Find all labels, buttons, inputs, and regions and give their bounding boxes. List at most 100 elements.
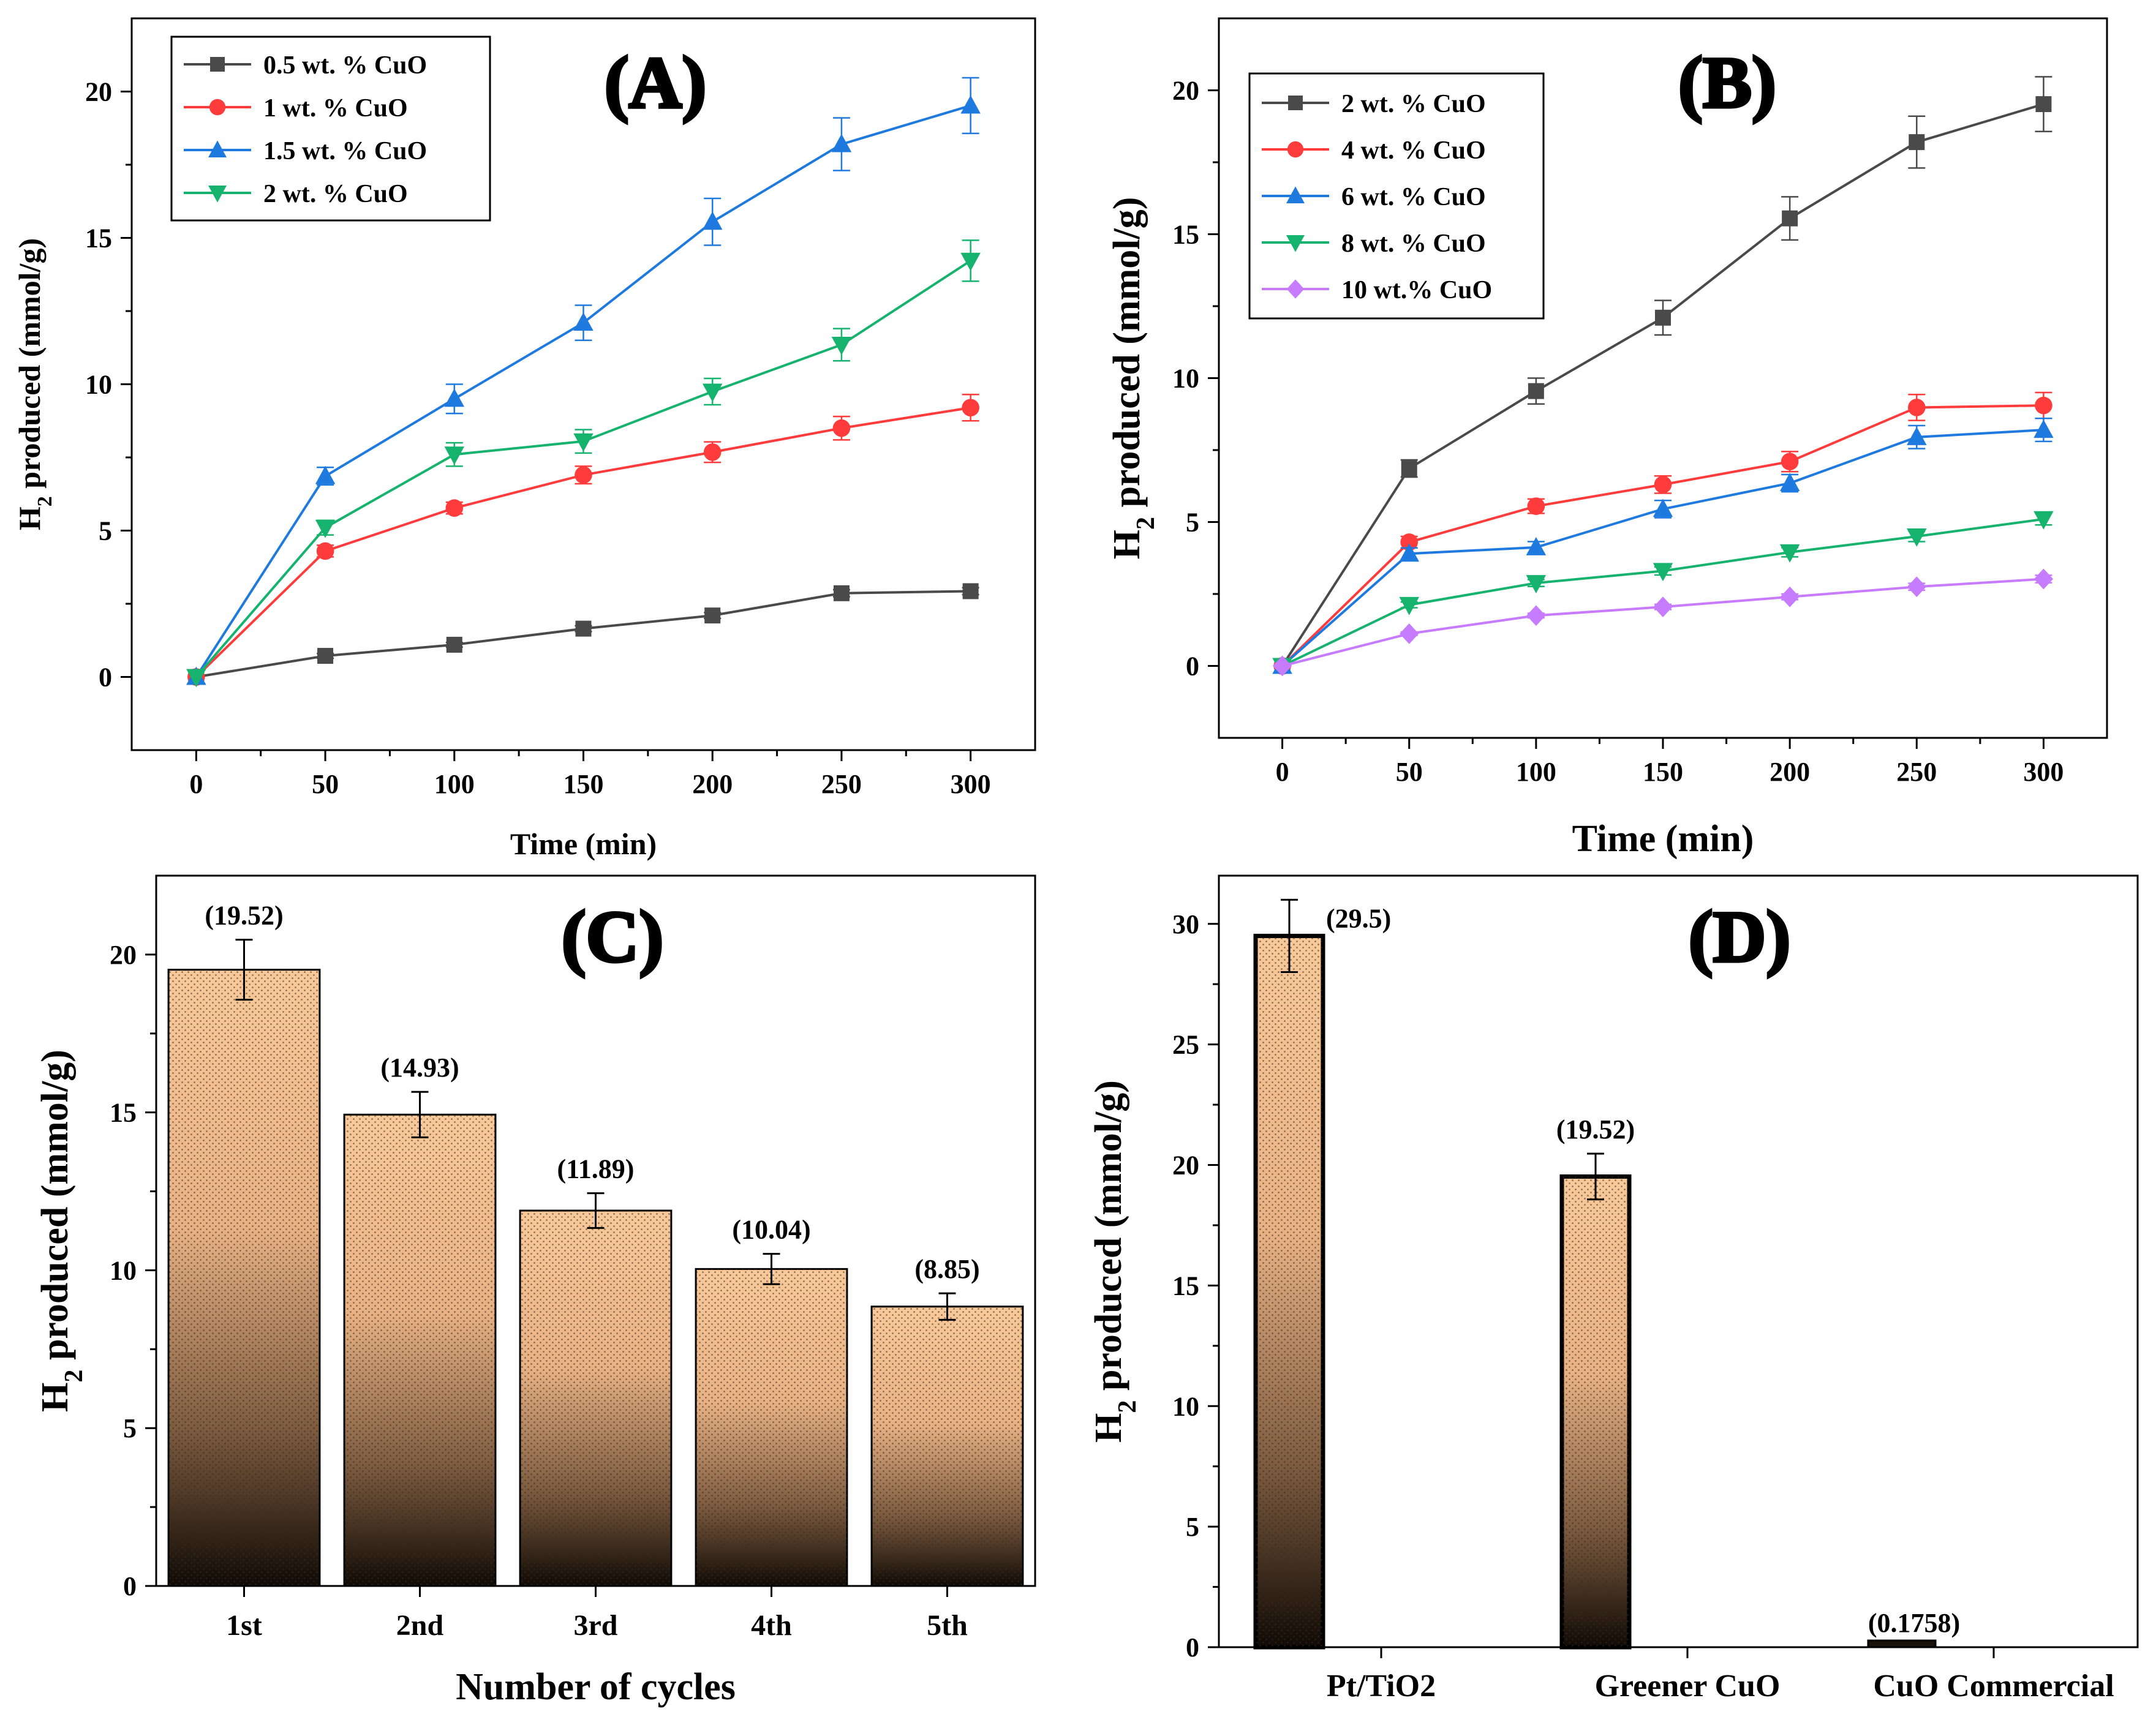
data-point [1401,460,1417,477]
data-point [1399,596,1419,615]
data-label: (10.04) [732,1215,810,1245]
data-label: (0.1758) [1868,1608,1960,1638]
y-axis-label-main: H [1088,1413,1129,1443]
data-point [444,388,465,407]
data-point [703,443,722,461]
panel-label: (D) [1689,896,1791,977]
legend-entry: 1 wt. % CuO [263,94,408,122]
y-tick-label: 0 [123,1571,137,1601]
data-label: (19.52) [205,901,283,931]
y-tick-label: 5 [99,516,112,546]
legend-marker [209,99,226,116]
x-tick-label: Greener CuO [1595,1669,1781,1704]
y-tick-label: 20 [1172,1151,1199,1181]
y-tick-label: 10 [1172,1391,1199,1421]
data-point [186,669,206,688]
data-point [1400,623,1419,644]
legend-marker [208,140,227,157]
series-line [1281,517,2044,667]
data-point [704,607,721,624]
legend-marker [210,57,225,72]
data-label: (19.52) [1556,1114,1635,1144]
y-tick-label: 0 [1186,1632,1199,1663]
panel-b-chart: 0 50 100 150 200 250 300 0 5 10 15 20 2 wt. % CuO 4 w… [1106,17,2108,860]
data-point [2034,511,2054,530]
x-tick-label: 50 [312,769,339,799]
data-point [833,585,850,601]
bar-group-5: (8.85) [870,1254,1024,1587]
y-axis-label-rest: produced (mmol/g) [12,238,47,496]
y-axis-label-main: H [12,506,47,530]
y-tick-label: 15 [1172,1271,1199,1301]
data-point [2034,419,2054,438]
x-tick-label: 0 [189,769,203,799]
data-point [1272,655,1292,677]
legend-marker [1286,279,1305,299]
x-tick-label: 50 [1396,757,1423,787]
legend-entry: 1.5 wt. % CuO [263,137,427,165]
data-label: (14.93) [380,1053,459,1083]
axes-frame [1218,874,2139,1648]
y-tick-label: 0 [99,663,112,693]
x-tick-label: 250 [1896,757,1937,787]
data-label: (29.5) [1326,903,1391,933]
y-axis-label-main: H [34,1383,76,1412]
y-tick-label: 20 [110,940,137,970]
legend-entry: 0.5 wt. % CuO [263,51,427,80]
x-tick-label: 3rd [574,1609,618,1642]
y-tick-label: 30 [1172,909,1199,939]
y-axis-label-main: H [1106,530,1148,559]
data-point [1653,596,1673,618]
x-axis-label: Time (min) [510,827,657,861]
bar-group-2: (14.93) [343,1053,497,1587]
panel-label: (A) [605,42,707,123]
legend-marker [1286,235,1305,252]
legend-entry: 10 wt.% CuO [1341,276,1492,304]
panel-c-chart: 0 5 10 15 20 (19.52) 1st (14.93) 2nd (11.89) 3rd (1… [34,874,1036,1708]
data-point [1779,544,1800,563]
legend-marker [1286,186,1305,203]
legend-marker [1287,141,1304,158]
bar-texture [168,969,320,1586]
bar-group-4: (10.04) [695,1215,848,1587]
y-tick-label: 5 [1186,1512,1199,1542]
series-3 [1272,418,2054,674]
bar-texture [872,1306,1023,1586]
x-tick-label: 5th [927,1609,968,1642]
data-point [575,466,592,484]
y-tick-label: 15 [85,224,112,254]
x-tick-label: Pt/TiO2 [1327,1669,1436,1704]
x-tick-label: 1st [226,1609,262,1642]
data-point [444,446,465,465]
y-axis-label: H2 produced (mmol/g) [1088,1080,1142,1443]
series-5 [1272,568,2054,677]
data-point [1655,309,1671,326]
data-label: (8.85) [914,1254,979,1284]
panel-label: (B) [1678,42,1776,123]
bar-group-1: (29.5) [1253,898,1391,1650]
data-point [1907,528,1927,547]
legend-marker [208,186,227,203]
x-axis-label: Time (min) [1572,818,1754,860]
data-point [315,465,336,484]
bar-texture [520,1211,671,1586]
legend: 2 wt. % CuO 4 wt. % CuO 6 wt. % CuO 8 wt. %… [1248,72,1545,320]
y-axis-label-subscript: 2 [1113,1400,1142,1413]
x-tick-label: CuO Commercial [1873,1669,2114,1704]
data-point [1907,399,1926,416]
y-tick-label: 5 [123,1413,137,1443]
x-tick-label: 100 [434,769,475,799]
bar-group-3: (11.89) [519,1154,673,1587]
y-tick-label: 15 [1172,220,1199,250]
legend-entry: 6 wt. % CuO [1341,183,1486,211]
bar-texture [1562,1176,1629,1647]
data-point [446,636,462,653]
series-1 [188,583,979,685]
data-point [1526,605,1546,626]
x-axis-label: Number of cycles [456,1666,736,1708]
y-tick-label: 10 [110,1255,137,1285]
x-tick-label: 300 [2023,757,2064,787]
x-tick-label: 200 [692,769,733,799]
series-line [1282,577,2044,667]
